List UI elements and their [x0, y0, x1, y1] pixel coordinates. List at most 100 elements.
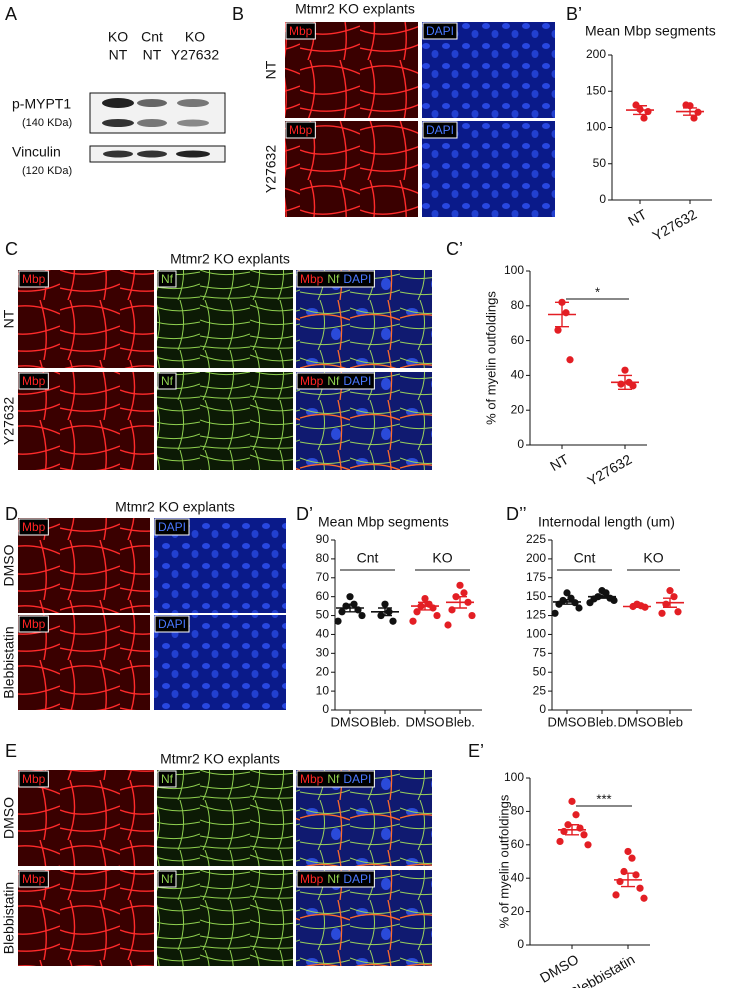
x-tick-label: NT: [625, 206, 650, 229]
x-tick-label: Bleb.: [370, 714, 400, 729]
channel-label: DAPI: [343, 872, 371, 886]
group-label: KO: [643, 550, 663, 566]
y-tick-label: 60: [511, 333, 525, 347]
channel-label-box: [154, 615, 190, 633]
band: [102, 98, 134, 108]
y-tick-label: 175: [526, 570, 546, 584]
y-tick-label: 40: [316, 627, 330, 641]
panel-letter: C: [5, 239, 18, 259]
y-tick-label: 70: [316, 570, 330, 584]
data-point: [682, 101, 690, 109]
channel-label-box: [285, 121, 316, 139]
y-axis-label: % of myelin outfoldings: [483, 291, 498, 425]
channel-label: DAPI: [158, 520, 186, 534]
channel-label: Nf: [161, 374, 174, 388]
band: [177, 119, 209, 127]
data-point: [629, 382, 637, 390]
y-tick-label: 40: [511, 368, 525, 382]
error-bar: [595, 594, 609, 599]
data-point: [576, 824, 584, 832]
chart-title: Mean Mbp segments: [318, 514, 449, 530]
data-point: [556, 837, 564, 846]
error-bar: [621, 872, 635, 888]
y-tick-label: 80: [511, 804, 525, 818]
data-point: [568, 797, 576, 805]
micrograph: [157, 770, 293, 866]
data-point: [632, 871, 640, 879]
data-point: [551, 609, 559, 617]
micrograph-title: Mtmr2 KO explants: [170, 251, 290, 267]
channel-label-box: [422, 22, 458, 40]
row-label: NT: [1, 309, 17, 328]
channel-label: Mbp: [22, 617, 46, 631]
y-tick-label: 25: [533, 683, 547, 697]
channel-label-box: [285, 22, 316, 40]
chart-title: Mean Mbp segments: [585, 23, 716, 39]
channel-label: Nf: [327, 374, 340, 388]
y-tick-label: 150: [586, 83, 606, 97]
channel-label: Mbp: [300, 272, 324, 286]
row-label: NT: [263, 60, 279, 79]
panel-letter: E: [5, 741, 17, 761]
channel-label: DAPI: [343, 272, 371, 286]
error-bar: [663, 597, 677, 608]
y-tick-label: 50: [533, 664, 547, 678]
blot-row-label: p-MYPT1: [12, 96, 71, 112]
panel-letter: B’: [566, 4, 582, 24]
error-bar: [560, 598, 574, 605]
channel-label-box: [296, 372, 375, 390]
blot-column-label: KO: [185, 29, 205, 45]
channel-label-box: [18, 770, 49, 788]
channel-label-box: [18, 372, 49, 390]
data-point: [621, 366, 629, 374]
y-tick-label: 200: [586, 47, 606, 61]
band: [177, 99, 209, 107]
channel-label-box: [18, 870, 49, 888]
y-tick-label: 0: [322, 702, 329, 716]
panel-letter: B: [232, 4, 244, 24]
channel-label: Nf: [161, 772, 174, 786]
y-tick-label: 225: [526, 532, 546, 546]
row-label: Y27632: [263, 145, 279, 193]
data-point: [690, 114, 698, 122]
data-point: [560, 827, 568, 836]
data-point: [584, 841, 592, 849]
band: [176, 150, 210, 158]
channel-label-box: [157, 870, 177, 888]
channel-label: Nf: [327, 872, 340, 886]
error-bar: [633, 105, 647, 116]
data-point: [334, 617, 342, 625]
x-tick-label: DMSO: [331, 714, 370, 729]
channel-label: Mbp: [22, 272, 46, 286]
x-tick-label: DMSO: [548, 714, 587, 729]
error-bar: [418, 601, 432, 611]
data-point: [612, 891, 620, 899]
channel-label: Mbp: [300, 872, 324, 886]
micrograph: [157, 372, 293, 470]
y-tick-label: 100: [526, 627, 546, 641]
group-label: Cnt: [357, 550, 379, 566]
x-tick-label: DMSO: [406, 714, 445, 729]
blot: [89, 92, 226, 163]
chart-title: Internodal length (um): [538, 514, 675, 530]
error-bar: [618, 374, 632, 391]
data-point: [658, 609, 666, 617]
data-point: [346, 593, 354, 601]
data-point: [670, 593, 678, 601]
error-bar: [378, 607, 392, 617]
y-tick-label: 100: [504, 770, 524, 784]
y-tick-label: 0: [539, 702, 546, 716]
x-tick-label: Bleb.: [587, 714, 617, 729]
band: [102, 119, 134, 127]
y-tick-label: 0: [517, 437, 524, 451]
panel-letter: E’: [468, 741, 484, 761]
channel-label: Mbp: [289, 123, 313, 137]
y-tick-label: 0: [517, 937, 524, 951]
data-point: [389, 617, 397, 625]
significance-label: ***: [596, 791, 611, 806]
row-label: DMSO: [1, 797, 17, 839]
data-point: [554, 326, 562, 334]
channel-label: Mbp: [22, 374, 46, 388]
channel-label: Mbp: [289, 24, 313, 38]
